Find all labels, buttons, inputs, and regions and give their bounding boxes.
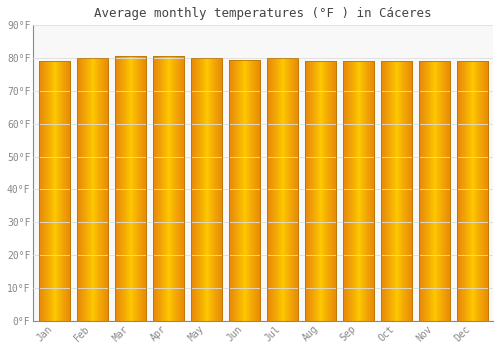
- Bar: [38, 61, 70, 321]
- Bar: [380, 61, 412, 321]
- Bar: [304, 61, 336, 321]
- Bar: [456, 61, 488, 321]
- Bar: [190, 58, 222, 321]
- Bar: [342, 61, 374, 321]
- Bar: [152, 56, 184, 321]
- Bar: [228, 60, 260, 321]
- Bar: [76, 58, 108, 321]
- Bar: [418, 61, 450, 321]
- Bar: [114, 56, 146, 321]
- Bar: [266, 58, 298, 321]
- Title: Average monthly temperatures (°F ) in Cáceres: Average monthly temperatures (°F ) in Cá…: [94, 7, 432, 20]
